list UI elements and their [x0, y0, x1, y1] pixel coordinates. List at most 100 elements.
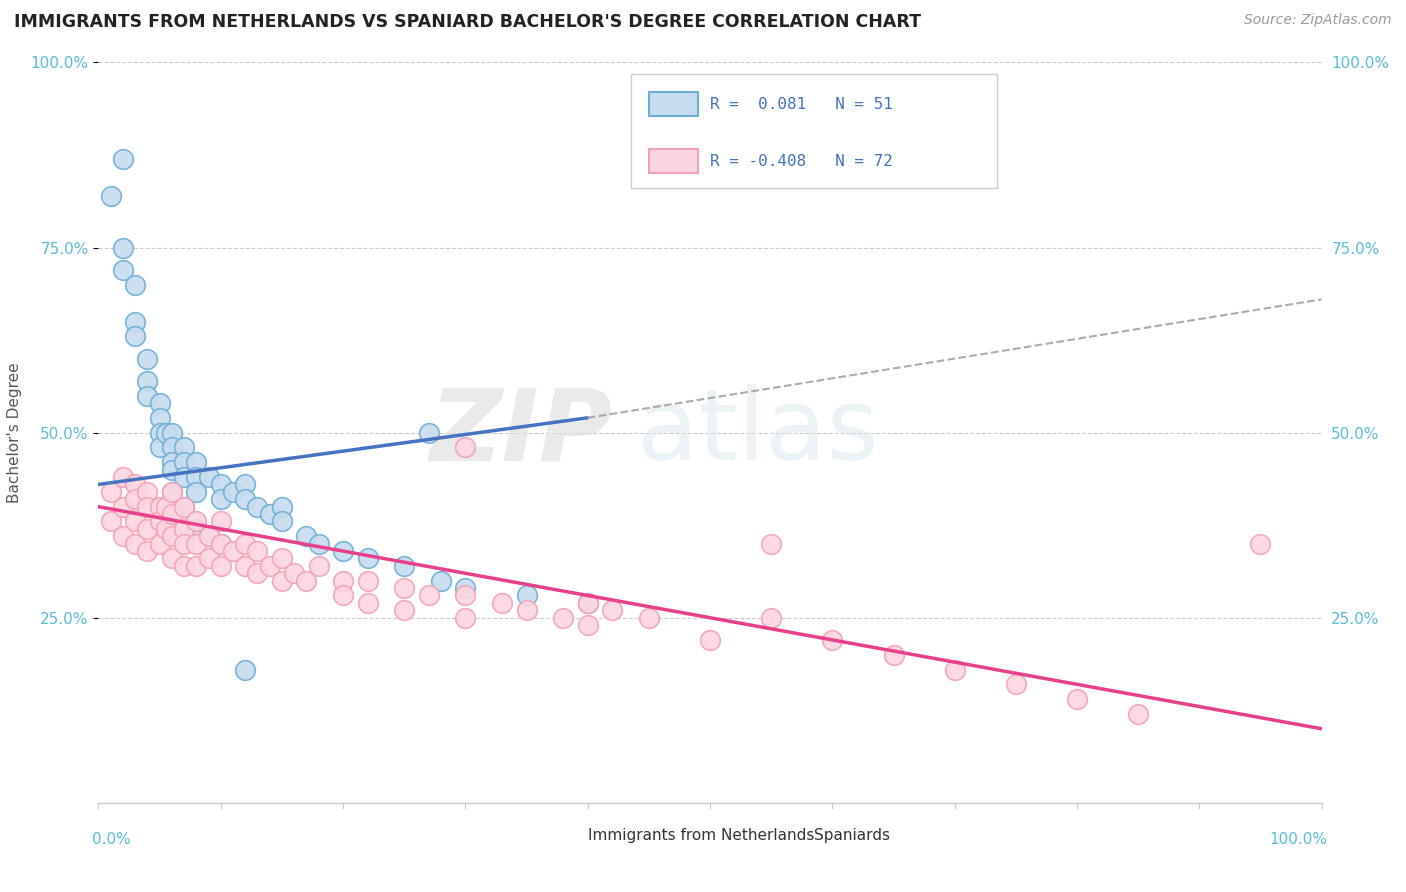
Point	[295, 574, 318, 588]
Bar	[648, 92, 697, 117]
Point	[600, 603, 623, 617]
Point	[209, 536, 232, 550]
Point	[136, 388, 159, 402]
Point	[392, 603, 416, 617]
Point	[160, 462, 183, 476]
Point	[283, 566, 305, 581]
Point	[160, 484, 183, 499]
Point	[246, 544, 269, 558]
Point	[136, 351, 159, 366]
Point	[943, 663, 966, 677]
Point	[111, 152, 134, 166]
Point	[246, 566, 269, 581]
Bar	[778, 827, 804, 844]
Point	[761, 610, 783, 624]
Point	[1004, 677, 1026, 691]
Point	[173, 500, 195, 514]
Point	[149, 500, 172, 514]
Point	[821, 632, 844, 647]
Point	[111, 529, 134, 543]
Point	[576, 596, 599, 610]
Point	[173, 522, 195, 536]
Point	[160, 484, 183, 499]
Point	[124, 477, 146, 491]
Point	[332, 589, 354, 603]
Point	[136, 374, 159, 388]
Point	[186, 484, 208, 499]
Point	[209, 536, 232, 550]
Point	[454, 581, 477, 595]
Point	[173, 441, 195, 455]
Point	[149, 441, 172, 455]
Text: R =  0.081   N = 51: R = 0.081 N = 51	[710, 97, 893, 112]
Point	[491, 596, 513, 610]
Point	[222, 484, 245, 499]
Point	[111, 240, 134, 255]
Point	[430, 574, 453, 588]
Point	[149, 410, 172, 425]
Point	[515, 589, 537, 603]
Point	[356, 574, 378, 588]
Point	[136, 522, 159, 536]
Point	[233, 477, 256, 491]
Point	[209, 492, 232, 507]
Text: 100.0%: 100.0%	[1270, 832, 1327, 847]
Point	[149, 425, 172, 440]
Bar	[551, 827, 578, 844]
Point	[1249, 536, 1271, 550]
Point	[155, 500, 177, 514]
Point	[186, 470, 208, 484]
Point	[173, 455, 195, 469]
Text: atlas: atlas	[637, 384, 879, 481]
Point	[160, 529, 183, 543]
Point	[233, 492, 256, 507]
Point	[197, 529, 219, 543]
Point	[418, 589, 440, 603]
Point	[295, 529, 318, 543]
Text: Source: ZipAtlas.com: Source: ZipAtlas.com	[1244, 13, 1392, 28]
Point	[124, 515, 146, 529]
Point	[111, 262, 134, 277]
Point	[155, 522, 177, 536]
Point	[1128, 706, 1150, 721]
Point	[259, 558, 281, 573]
Point	[111, 500, 134, 514]
Point	[576, 618, 599, 632]
Point	[160, 507, 183, 521]
Point	[149, 515, 172, 529]
Point	[124, 314, 146, 328]
Point	[197, 551, 219, 566]
Point	[100, 188, 122, 202]
Point	[149, 396, 172, 410]
Point	[160, 551, 183, 566]
Point	[197, 529, 219, 543]
Point	[246, 500, 269, 514]
Point	[356, 596, 378, 610]
Point	[197, 470, 219, 484]
Point	[124, 329, 146, 343]
Point	[136, 544, 159, 558]
Point	[149, 536, 172, 550]
Point	[209, 515, 232, 529]
Point	[233, 558, 256, 573]
Point	[233, 536, 256, 550]
Point	[136, 500, 159, 514]
Point	[270, 515, 294, 529]
Point	[883, 648, 905, 662]
Point	[270, 574, 294, 588]
Point	[392, 558, 416, 573]
Point	[222, 544, 245, 558]
Point	[124, 536, 146, 550]
Text: IMMIGRANTS FROM NETHERLANDS VS SPANIARD BACHELOR'S DEGREE CORRELATION CHART: IMMIGRANTS FROM NETHERLANDS VS SPANIARD …	[14, 13, 921, 31]
Point	[186, 522, 208, 536]
Point	[308, 558, 330, 573]
Point	[270, 500, 294, 514]
Point	[173, 470, 195, 484]
Point	[173, 536, 195, 550]
Point	[209, 558, 232, 573]
Point	[124, 277, 146, 292]
Point	[1066, 692, 1088, 706]
Point	[173, 500, 195, 514]
Text: Immigrants from Netherlands: Immigrants from Netherlands	[588, 828, 814, 843]
Point	[553, 610, 575, 624]
